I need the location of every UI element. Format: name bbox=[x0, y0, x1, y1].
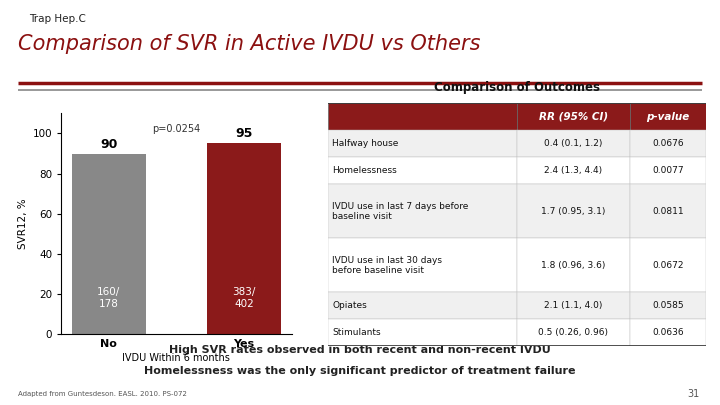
Text: 0.5 (0.26, 0.96): 0.5 (0.26, 0.96) bbox=[539, 328, 608, 337]
Bar bbox=[630, 184, 706, 238]
Bar bbox=[517, 130, 630, 157]
Text: Homelessness: Homelessness bbox=[332, 166, 397, 175]
Text: 95: 95 bbox=[235, 128, 253, 141]
Text: 160/
178: 160/ 178 bbox=[97, 287, 120, 309]
Text: 0.0676: 0.0676 bbox=[652, 139, 683, 148]
Bar bbox=[517, 319, 630, 346]
Bar bbox=[517, 184, 630, 238]
Text: Stimulants: Stimulants bbox=[332, 328, 381, 337]
Bar bbox=[328, 130, 517, 157]
Bar bbox=[328, 103, 517, 130]
Bar bbox=[630, 319, 706, 346]
Text: Trap Hep.C: Trap Hep.C bbox=[29, 14, 86, 24]
Bar bbox=[630, 238, 706, 292]
Text: RR (95% CI): RR (95% CI) bbox=[539, 112, 608, 122]
Bar bbox=[630, 130, 706, 157]
Text: Comparison of Outcomes: Comparison of Outcomes bbox=[433, 81, 600, 94]
Text: 31: 31 bbox=[688, 389, 700, 399]
Text: 1.8 (0.96, 3.6): 1.8 (0.96, 3.6) bbox=[541, 261, 606, 270]
Text: 90: 90 bbox=[100, 138, 117, 151]
Bar bbox=[328, 292, 517, 319]
Bar bbox=[328, 184, 517, 238]
Text: 0.0672: 0.0672 bbox=[652, 261, 683, 270]
Text: Homelessness was the only significant predictor of treatment failure: Homelessness was the only significant pr… bbox=[144, 366, 576, 375]
Text: Adapted from Guntesdeson. EASL. 2010. PS-072: Adapted from Guntesdeson. EASL. 2010. PS… bbox=[18, 391, 187, 396]
Text: 1.7 (0.95, 3.1): 1.7 (0.95, 3.1) bbox=[541, 207, 606, 216]
Text: 0.4 (0.1, 1.2): 0.4 (0.1, 1.2) bbox=[544, 139, 603, 148]
Bar bbox=[630, 292, 706, 319]
Text: Opiates: Opiates bbox=[332, 301, 367, 310]
Bar bbox=[517, 292, 630, 319]
Bar bbox=[517, 103, 630, 130]
Text: 0.0077: 0.0077 bbox=[652, 166, 683, 175]
Text: 2.4 (1.3, 4.4): 2.4 (1.3, 4.4) bbox=[544, 166, 603, 175]
Bar bbox=[630, 157, 706, 184]
Text: 0.0811: 0.0811 bbox=[652, 207, 683, 216]
Bar bbox=[328, 238, 517, 292]
Bar bbox=[328, 157, 517, 184]
Bar bbox=[72, 153, 146, 334]
X-axis label: IVDU Within 6 months: IVDU Within 6 months bbox=[122, 353, 230, 363]
Bar bbox=[517, 238, 630, 292]
Text: IVDU use in last 7 days before
baseline visit: IVDU use in last 7 days before baseline … bbox=[332, 202, 469, 221]
Text: Comparison of SVR in Active IVDU vs Others: Comparison of SVR in Active IVDU vs Othe… bbox=[18, 34, 480, 54]
Text: p-value: p-value bbox=[646, 112, 690, 122]
Text: 383/
402: 383/ 402 bbox=[233, 287, 256, 309]
Text: IVDU use in last 30 days
before baseline visit: IVDU use in last 30 days before baseline… bbox=[332, 256, 442, 275]
Text: 2.1 (1.1, 4.0): 2.1 (1.1, 4.0) bbox=[544, 301, 603, 310]
Y-axis label: SVR12, %: SVR12, % bbox=[19, 198, 28, 249]
Text: 0.0585: 0.0585 bbox=[652, 301, 683, 310]
Bar bbox=[207, 143, 281, 334]
Text: High SVR rates observed in both recent and non-recent IVDU: High SVR rates observed in both recent a… bbox=[169, 345, 551, 355]
Text: 0.0636: 0.0636 bbox=[652, 328, 683, 337]
Bar bbox=[328, 319, 517, 346]
Text: Halfway house: Halfway house bbox=[332, 139, 398, 148]
Text: p=0.0254: p=0.0254 bbox=[152, 124, 201, 134]
Bar bbox=[630, 103, 706, 130]
Bar bbox=[517, 157, 630, 184]
